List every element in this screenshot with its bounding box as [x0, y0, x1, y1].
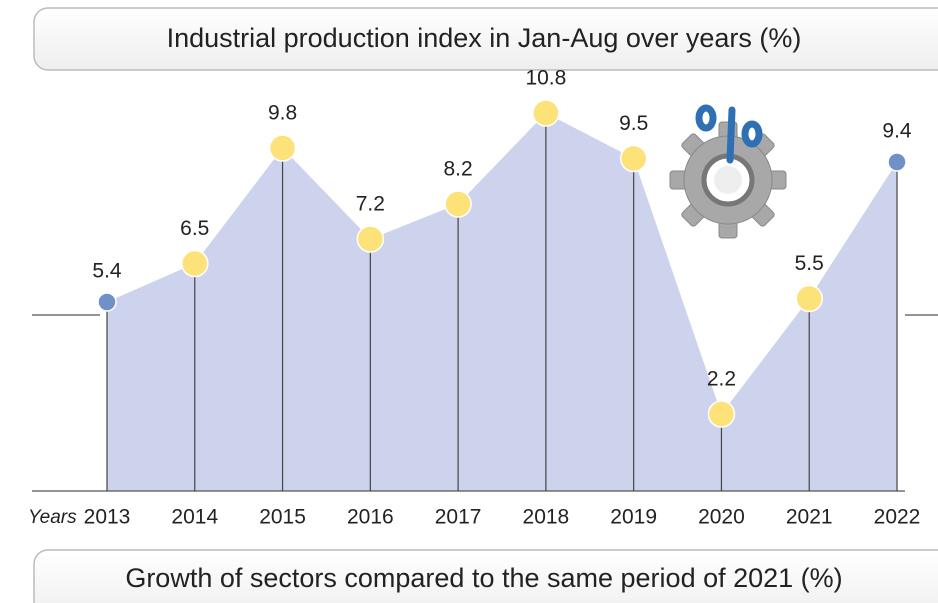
- x-tick-label: 2019: [610, 506, 657, 529]
- point: [356, 225, 385, 253]
- area: [107, 113, 897, 491]
- x-tick-label: 2018: [523, 506, 570, 529]
- gear-icon: [669, 104, 787, 239]
- x-tick-label: 2014: [171, 506, 218, 529]
- value-label: 5.4: [92, 260, 122, 283]
- chart-title: Industrial production index in Jan-Aug o…: [167, 23, 802, 53]
- value-label: 2.2: [707, 368, 736, 391]
- title-box: [33, 7, 938, 71]
- value-label: 9.4: [882, 120, 912, 143]
- x-tick-label: 2017: [435, 506, 482, 529]
- x-tick-label: 2020: [698, 506, 745, 529]
- value-label: 7.2: [356, 193, 385, 216]
- point: [532, 99, 560, 127]
- plot: 5.4 2013 6.5 2014 9.8 2015 7.2 2016 8.2 2017 10.8 2…: [28, 67, 920, 529]
- value-label: 5.5: [795, 252, 824, 275]
- value-label: 9.8: [268, 102, 297, 125]
- point: [268, 134, 297, 162]
- value-label: 9.5: [619, 112, 648, 135]
- point: [444, 190, 472, 218]
- x-tick-label: 2013: [84, 506, 131, 529]
- x-tick-label: 2015: [259, 506, 306, 529]
- x-tick-label: 2022: [874, 506, 921, 529]
- value-label: 8.2: [444, 158, 473, 181]
- point: [795, 284, 823, 313]
- point: [887, 152, 907, 172]
- section-box: [33, 549, 938, 603]
- value-label: 10.8: [525, 67, 566, 90]
- x-axis-label: Years: [28, 507, 77, 528]
- point: [181, 249, 209, 278]
- point: [619, 144, 648, 173]
- value-label: 6.5: [180, 217, 209, 240]
- x-tick-label: 2021: [786, 506, 833, 529]
- point: [707, 400, 736, 428]
- point: [97, 292, 117, 312]
- x-tick-label: 2016: [347, 506, 394, 529]
- section-title: Growth of sectors compared to the same p…: [125, 563, 842, 593]
